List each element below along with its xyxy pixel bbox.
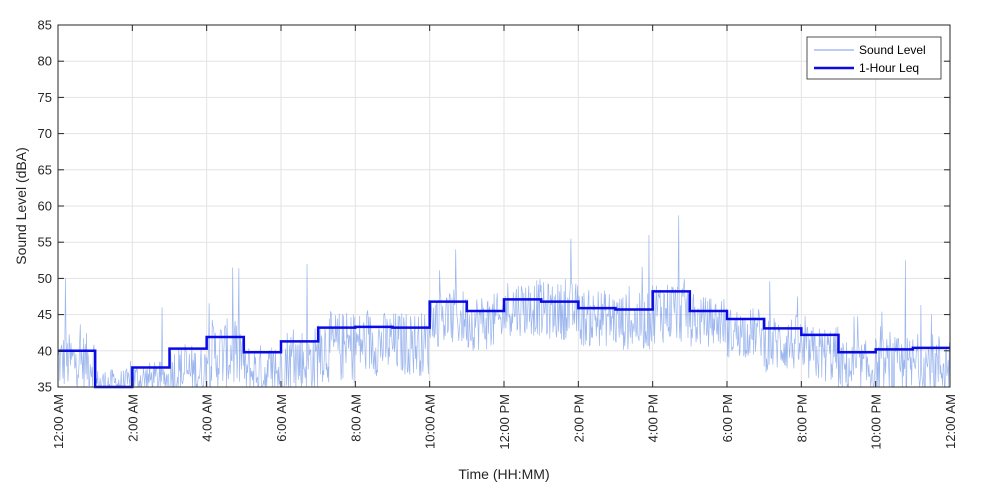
x-tick-label: 2:00 AM: [125, 394, 140, 442]
x-tick-label: 6:00 PM: [720, 394, 735, 442]
y-tick-label: 60: [38, 199, 52, 214]
y-tick-label: 85: [38, 18, 52, 33]
series-layer: [57, 215, 951, 389]
y-tick-label: 40: [38, 343, 52, 358]
x-axis-label: Time (HH:MM): [458, 466, 549, 482]
x-tick-label: 8:00 AM: [348, 394, 363, 442]
legend: Sound Level 1-Hour Leq: [806, 36, 942, 80]
legend-box: [806, 36, 942, 80]
y-tick-label: 45: [38, 307, 52, 322]
x-tick-label: 6:00 AM: [274, 394, 289, 442]
y-tick-label: 65: [38, 162, 52, 177]
x-tick-label: 12:00 PM: [497, 394, 512, 450]
x-tick-label: 8:00 PM: [794, 394, 809, 442]
legend-sound-level-label: Sound Level: [859, 43, 926, 57]
leq-step-line: [58, 290, 950, 389]
y-tick-label: 80: [38, 54, 52, 69]
y-tick-label: 50: [38, 271, 52, 286]
x-tick-label: 2:00 PM: [571, 394, 586, 442]
legend-leq-label: 1-Hour Leq: [859, 61, 919, 75]
grid-lines: [58, 25, 950, 387]
x-tick-label: 10:00 PM: [869, 394, 884, 450]
axis-ticks: [57, 24, 951, 388]
x-tick-label: 10:00 AM: [423, 394, 438, 449]
y-tick-label: 35: [38, 380, 52, 395]
x-tick-label: 4:00 AM: [200, 394, 215, 442]
y-axis-label: Sound Level (dBA): [13, 147, 29, 265]
y-tick-label: 75: [38, 90, 52, 105]
x-tick-label: 12:00 AM: [51, 394, 66, 449]
x-tick-label: 12:00 AM: [943, 394, 958, 449]
tick-labels: 35 40 45 50 55 60 65 70 75 80 85 12:00 AM 2:00 AM 4:0…: [38, 18, 958, 450]
x-tick-label: 4:00 PM: [646, 394, 661, 442]
y-tick-label: 55: [38, 235, 52, 250]
y-tick-label: 70: [38, 126, 52, 141]
